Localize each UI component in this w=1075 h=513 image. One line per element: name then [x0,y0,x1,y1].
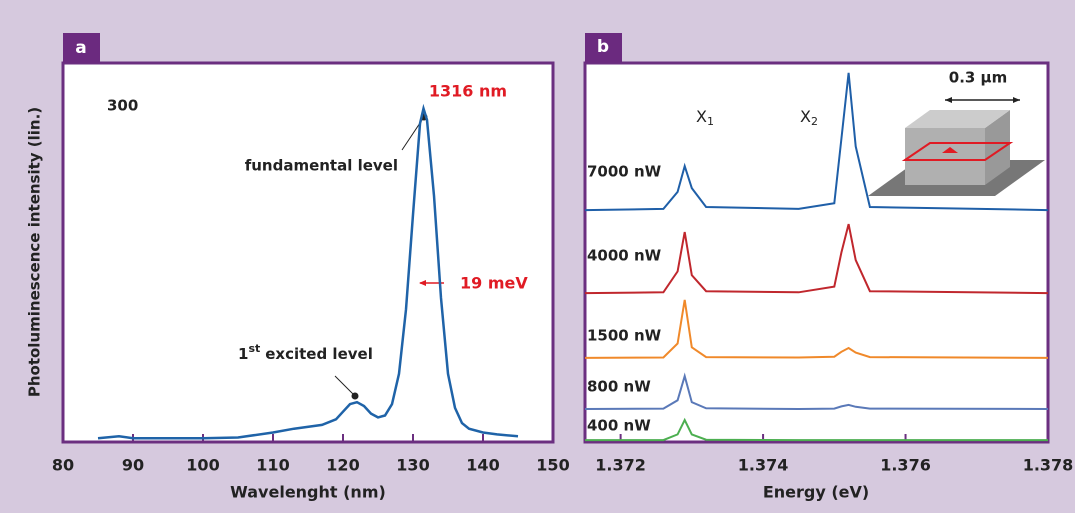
annotation: 19 meV [460,274,528,293]
annotation-part: excited level [265,345,373,363]
panel-label: b [597,37,609,57]
peak-label: X1 [696,107,714,129]
layer [901,142,1014,161]
series-line [584,72,1049,212]
panel-tag [63,33,100,63]
series-label: 400 nW [587,417,651,435]
peak-label: X2 [800,107,818,129]
x-tick-label: 1.376 [880,456,931,475]
series-label: 7000 nW [587,163,662,181]
series-line [97,103,519,440]
series-line [584,299,1049,359]
inset [868,97,1045,196]
x-tick-label: 110 [256,456,289,475]
arrowhead [1013,97,1020,103]
annotation: 1st excited level [238,342,373,363]
series-line [584,372,1049,411]
x-tick-label: 130 [396,456,429,475]
dot [942,147,958,153]
panel-tag [585,33,622,63]
annotation-part: 1 [238,345,248,363]
block-front [905,128,985,185]
panel-label: a [75,38,86,58]
plot-a [61,61,555,444]
x-tick-label: 120 [326,456,359,475]
pointer [334,375,356,397]
y-axis-label: Photoluminescence intensity (lin.) [26,107,44,397]
peak-letter: X [800,107,811,126]
x-tick-label: 1.374 [738,456,789,475]
series-label: 800 nW [587,378,651,396]
arrowhead [945,97,952,103]
arrowhead [419,280,426,286]
peak-letter: X [696,107,707,126]
block-top [905,110,1010,128]
series-line [584,223,1049,295]
scale-label: 0.3 µm [949,69,1007,87]
annotation: fundamental level [245,157,398,175]
series-label: 1500 nW [587,327,662,345]
peak-sub: 2 [811,115,818,128]
x-tick-label: 1.372 [595,456,646,475]
x-tick-label: 90 [122,456,144,475]
annotation-sup: st [248,342,260,355]
x-tick-label: 1.378 [1023,456,1074,475]
series-line [585,417,1048,442]
x-axis-label: Wavelenght (nm) [230,483,386,502]
block-side [985,110,1010,185]
series-label: 4000 nW [587,247,662,265]
pointer-dot [351,392,359,400]
annotation: 300 [107,97,138,115]
x-tick-label: 80 [52,456,74,475]
annotation: 1316 nm [429,82,507,101]
x-tick-label: 100 [186,456,219,475]
x-tick-label: 140 [466,456,499,475]
x-tick-label: 150 [536,456,569,475]
peak-sub: 1 [707,115,714,128]
x-axis-label: Energy (eV) [763,483,869,502]
